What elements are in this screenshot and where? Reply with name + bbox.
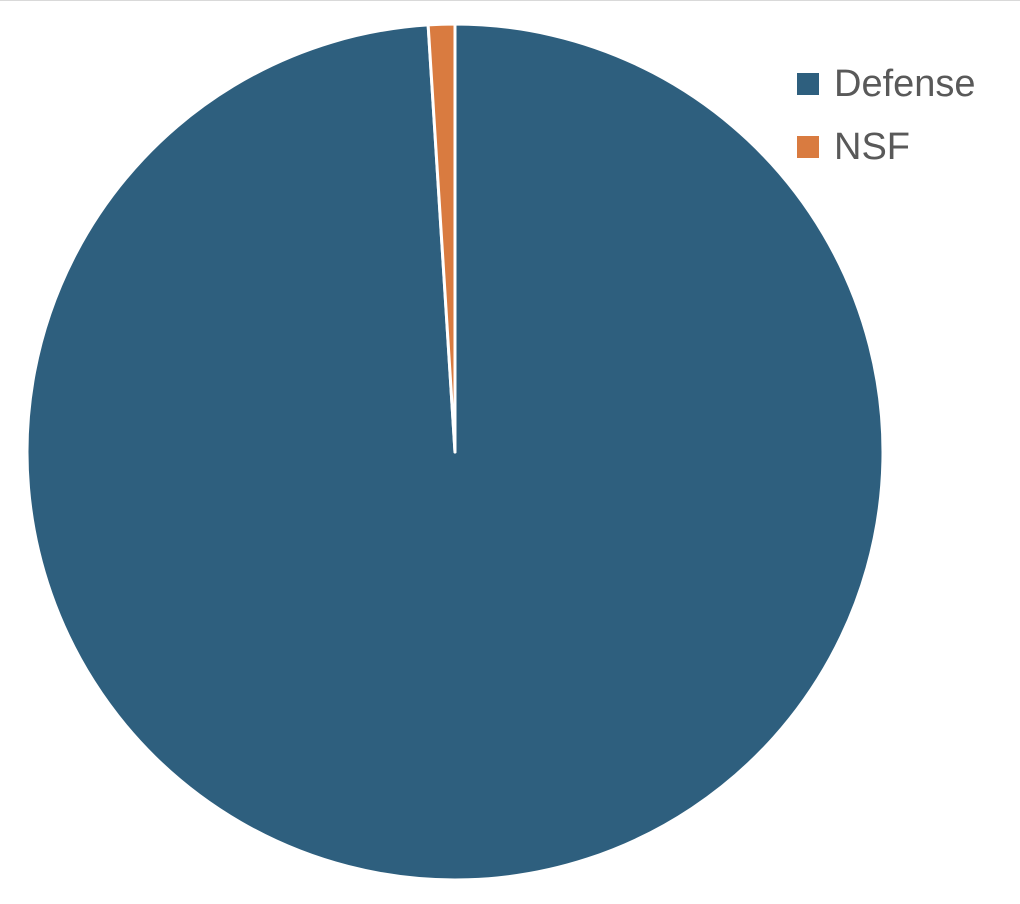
legend-swatch — [797, 136, 819, 158]
pie — [25, 22, 885, 882]
pie-slice — [426, 22, 457, 454]
legend-swatch — [797, 73, 819, 95]
legend-label: NSF — [834, 126, 910, 168]
legend: Defense NSF — [797, 63, 976, 168]
legend-label: Defense — [834, 63, 976, 105]
